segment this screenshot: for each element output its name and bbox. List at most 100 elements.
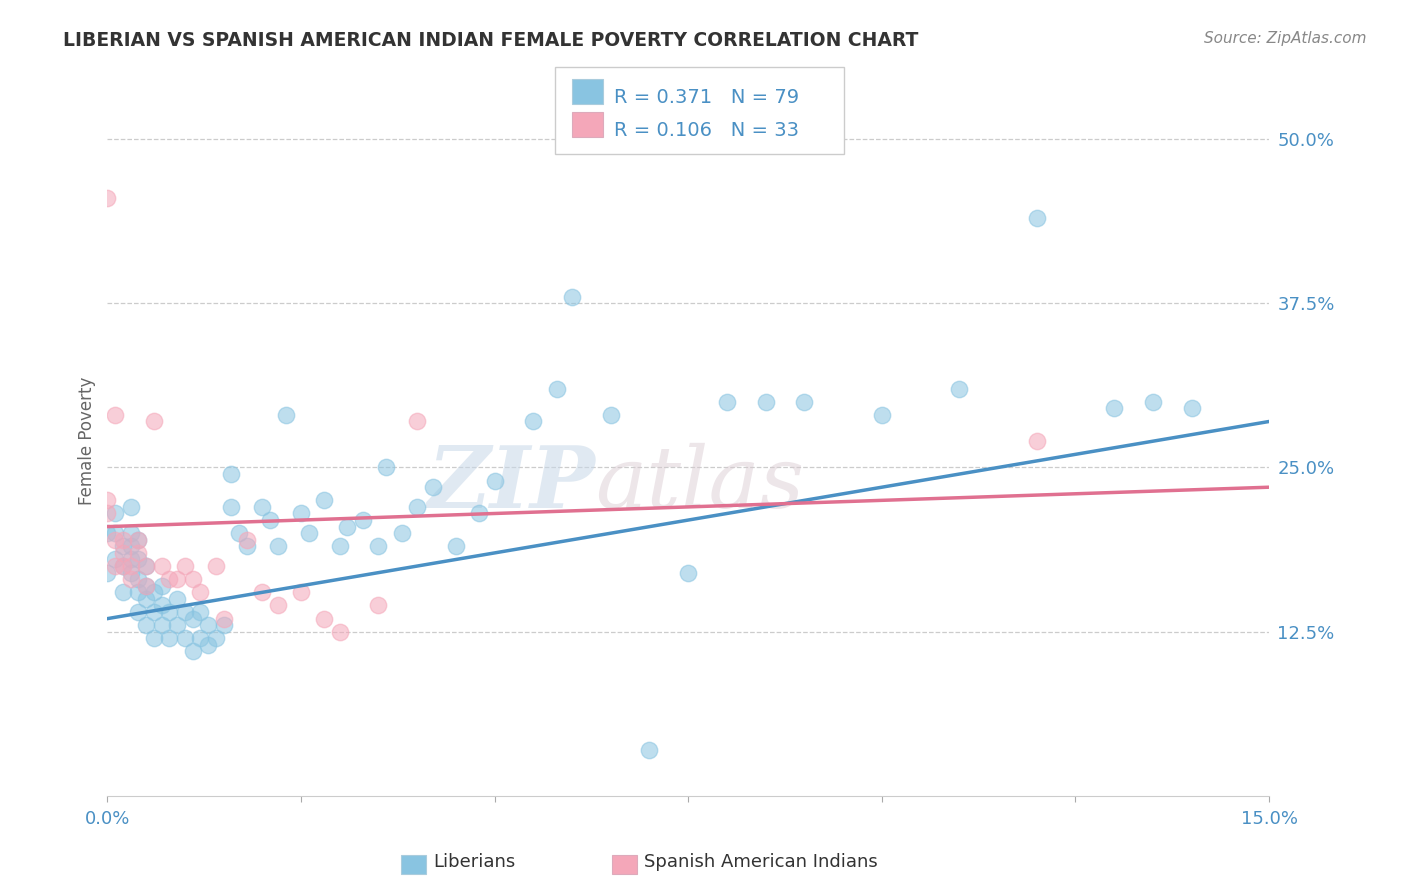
Text: atlas: atlas (595, 442, 804, 525)
Point (197, 618, 219, 632)
Point (290, 585, 312, 599)
Point (375, 460, 398, 475)
Point (96, 507, 118, 521)
Point (96, 566, 118, 580)
Point (676, 566, 699, 580)
Point (468, 507, 491, 521)
Text: Liberians: Liberians (433, 853, 515, 871)
Point (150, 579, 173, 593)
Point (120, 552, 142, 566)
Point (157, 572, 180, 586)
Point (716, 394, 738, 409)
Text: LIBERIAN VS SPANISH AMERICAN INDIAN FEMALE POVERTY CORRELATION CHART: LIBERIAN VS SPANISH AMERICAN INDIAN FEMA… (63, 31, 918, 50)
Point (96, 526, 118, 541)
Point (104, 552, 127, 566)
Point (157, 632, 180, 646)
Point (127, 533, 149, 547)
Point (1102, 401, 1125, 416)
Text: R = 0.371   N = 79: R = 0.371 N = 79 (614, 88, 800, 107)
Point (1025, 434, 1047, 449)
Point (104, 526, 127, 541)
Point (166, 591, 188, 606)
Point (367, 599, 389, 613)
Point (142, 605, 165, 619)
Point (1025, 211, 1047, 225)
Point (638, 743, 661, 757)
Point (948, 382, 970, 396)
Point (135, 579, 157, 593)
Point (755, 394, 778, 409)
Point (120, 539, 142, 553)
Point (120, 500, 142, 514)
Point (135, 579, 157, 593)
Point (127, 605, 149, 619)
Point (274, 408, 297, 422)
Point (120, 566, 142, 580)
Point (599, 408, 621, 422)
Point (111, 585, 134, 599)
Point (104, 408, 127, 422)
Point (406, 415, 429, 429)
Point (127, 572, 149, 586)
Point (142, 632, 165, 646)
Point (212, 618, 235, 632)
Point (135, 559, 157, 574)
Point (352, 513, 374, 527)
Point (329, 624, 352, 639)
Point (142, 585, 165, 599)
Point (120, 559, 142, 574)
Point (104, 559, 127, 574)
Point (204, 559, 226, 574)
Point (221, 500, 243, 514)
Point (236, 539, 259, 553)
Point (267, 599, 290, 613)
Point (484, 474, 506, 488)
Point (135, 559, 157, 574)
Point (111, 546, 134, 560)
Point (150, 618, 173, 632)
Point (173, 559, 195, 574)
Text: Spanish American Indians: Spanish American Indians (644, 853, 877, 871)
Point (406, 500, 429, 514)
Point (142, 415, 165, 429)
Point (290, 507, 312, 521)
Point (204, 632, 226, 646)
Point (188, 632, 211, 646)
Text: Source: ZipAtlas.com: Source: ZipAtlas.com (1204, 31, 1367, 46)
Point (221, 467, 243, 481)
Point (104, 507, 127, 521)
Point (212, 612, 235, 626)
Y-axis label: Female Poverty: Female Poverty (79, 377, 96, 506)
Point (127, 533, 149, 547)
Text: ZIP: ZIP (427, 442, 595, 525)
Text: R = 0.106   N = 33: R = 0.106 N = 33 (614, 121, 800, 140)
Point (391, 526, 413, 541)
Point (111, 559, 134, 574)
Point (546, 382, 568, 396)
Point (1181, 401, 1204, 416)
Point (120, 526, 142, 541)
Point (267, 539, 290, 553)
Point (166, 572, 188, 586)
Point (367, 539, 389, 553)
Point (314, 493, 336, 508)
Point (329, 539, 352, 553)
Point (314, 612, 336, 626)
Point (259, 513, 281, 527)
Point (188, 605, 211, 619)
Point (793, 394, 815, 409)
Point (228, 526, 250, 541)
Point (166, 618, 188, 632)
Point (120, 572, 142, 586)
Point (188, 585, 211, 599)
Point (561, 290, 583, 304)
Point (181, 572, 204, 586)
Point (522, 415, 544, 429)
Point (127, 546, 149, 560)
Point (870, 408, 893, 422)
Point (104, 533, 127, 547)
Point (157, 605, 180, 619)
Point (181, 612, 204, 626)
Point (252, 500, 274, 514)
Point (298, 526, 321, 541)
